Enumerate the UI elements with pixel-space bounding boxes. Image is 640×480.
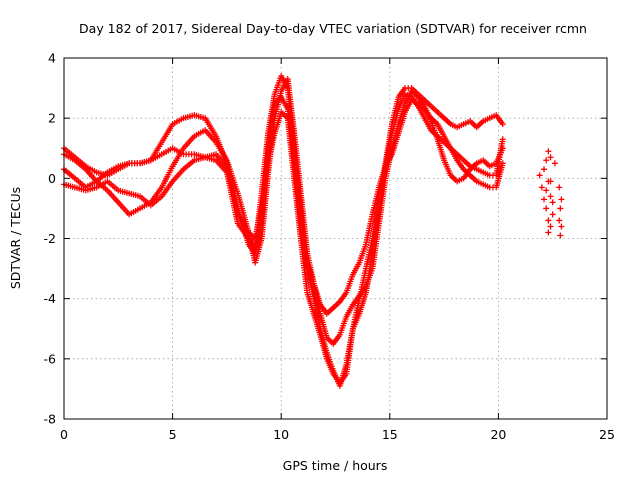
data-point	[558, 196, 565, 203]
x-tick-label: 20	[490, 427, 506, 442]
y-tick-label: 2	[48, 111, 56, 126]
data-point	[547, 178, 554, 185]
data-points	[61, 73, 565, 389]
x-tick-label: 10	[273, 427, 289, 442]
data-point	[545, 217, 552, 224]
data-point	[499, 160, 506, 167]
data-point	[541, 166, 548, 173]
data-point	[536, 172, 543, 179]
data-point	[543, 205, 550, 212]
y-tick-label: -4	[44, 291, 57, 306]
data-point	[551, 160, 558, 167]
x-tick-label: 0	[60, 427, 68, 442]
data-point	[538, 184, 545, 191]
data-point	[556, 184, 563, 191]
x-tick-label: 25	[599, 427, 615, 442]
data-point	[547, 193, 554, 200]
chart-title: Day 182 of 2017, Sidereal Day-to-day VTE…	[79, 21, 587, 36]
data-point	[557, 232, 564, 239]
grid-lines	[64, 58, 607, 419]
data-point	[549, 211, 556, 218]
y-tick-label: -6	[44, 351, 57, 366]
data-point	[547, 223, 554, 230]
data-point	[543, 187, 550, 194]
y-tick-label: 4	[48, 51, 56, 66]
y-tick-label: 0	[48, 171, 56, 186]
data-point	[543, 157, 550, 164]
y-axis-label: SDTVAR / TECUs	[8, 187, 23, 289]
data-point	[558, 223, 565, 230]
axis-ticks: 0 5 10 15 20 25 -8 -6 -4 -2 0 2 4	[44, 51, 615, 443]
x-axis-label: GPS time / hours	[283, 458, 388, 473]
data-point	[545, 148, 552, 155]
y-tick-label: -2	[44, 231, 56, 246]
y-tick-label: -8	[44, 412, 57, 427]
x-tick-label: 5	[169, 427, 177, 442]
data-point	[547, 154, 554, 161]
data-point	[499, 136, 506, 143]
data-point	[541, 196, 548, 203]
data-point	[545, 229, 552, 236]
data-point	[557, 205, 564, 212]
data-point	[499, 121, 506, 128]
data-point	[556, 217, 563, 224]
x-tick-label: 15	[382, 427, 398, 442]
data-point	[549, 199, 556, 206]
